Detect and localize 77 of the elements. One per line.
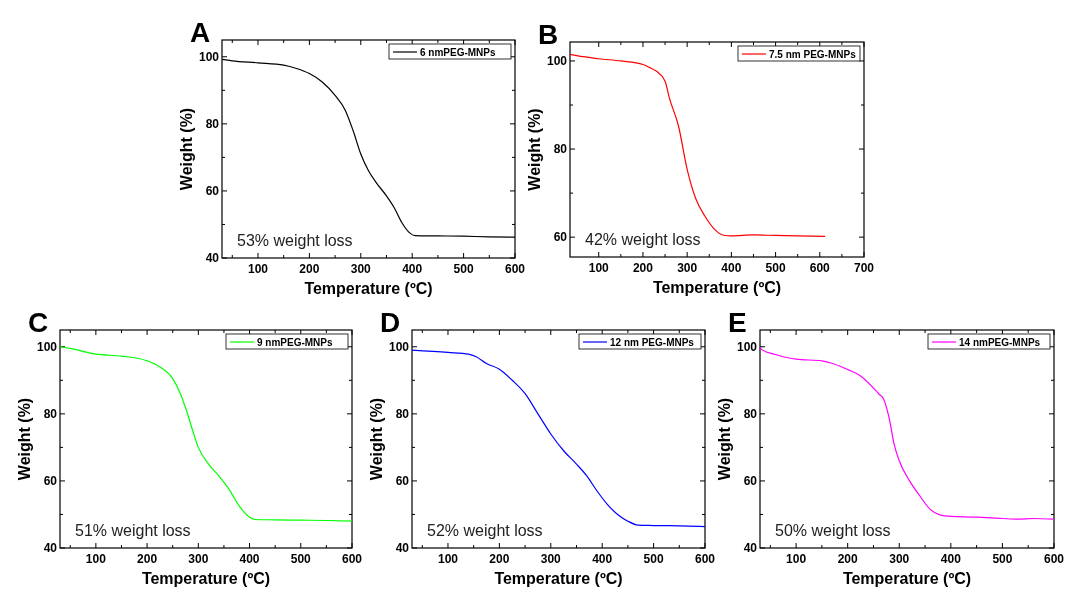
annotation: 42% weight loss (585, 231, 701, 248)
x-tick-label: 400 (402, 262, 423, 276)
x-axis-title: Temperature (ºC) (652, 279, 782, 296)
x-tick-label: 700 (853, 261, 875, 275)
y-tick-label: 80 (205, 116, 220, 131)
y-tick-label: 100 (546, 53, 568, 68)
x-tick-label: 300 (188, 552, 209, 566)
line-series (59, 346, 353, 522)
y-tick-label: 100 (36, 339, 58, 354)
annotation: 50% weight loss (775, 522, 891, 539)
x-tick-label: 500 (453, 262, 474, 276)
legend-label: 6 nmPEG-MNPs (420, 47, 497, 58)
x-tick-label: 100 (786, 552, 807, 566)
x-tick-label: 500 (765, 261, 786, 275)
x-tick-label: 400 (940, 552, 962, 566)
annotation: 53% weight loss (237, 232, 353, 249)
x-tick-label: 500 (290, 552, 312, 566)
x-tick-label: 300 (677, 261, 698, 275)
x-tick-label: 600 (504, 262, 526, 276)
legend-label: 7.5 nm PEG-MNPs (769, 49, 857, 60)
y-tick-label: 80 (743, 406, 758, 421)
x-tick-label: 300 (889, 552, 910, 566)
legend-label: 9 nmPEG-MNPs (257, 337, 334, 348)
y-tick-label: 80 (553, 142, 568, 157)
x-tick-label: 100 (85, 552, 107, 566)
x-tick-label: 600 (694, 552, 716, 566)
x-tick-label: 300 (540, 552, 562, 566)
chart-title: C (28, 307, 49, 338)
x-axis-title: Temperature (ºC) (141, 570, 271, 587)
y-tick-label: 60 (743, 473, 758, 488)
legend-label: 12 nm PEG-MNPs (610, 337, 695, 348)
x-tick-label: 600 (341, 552, 363, 566)
y-axis-title: Weight (%) (178, 107, 195, 191)
x-axis-title: Temperature (ºC) (842, 570, 972, 587)
annotation: 51% weight loss (75, 522, 191, 539)
x-tick-label: 500 (643, 552, 664, 566)
x-tick-label: 100 (437, 552, 459, 566)
y-axis-title: Weight (%) (16, 397, 33, 481)
legend-label: 14 nmPEG-MNPs (959, 337, 1041, 348)
y-tick-label: 60 (205, 183, 220, 198)
x-tick-label: 200 (489, 552, 510, 566)
x-tick-label: 400 (239, 552, 260, 566)
y-tick-label: 60 (553, 230, 568, 245)
y-tick-label: 100 (198, 49, 220, 64)
x-tick-label: 200 (137, 552, 158, 566)
x-tick-label: 600 (809, 261, 831, 275)
x-tick-label: 200 (632, 261, 654, 275)
x-tick-label: 600 (1043, 552, 1065, 566)
x-tick-label: 200 (299, 262, 320, 276)
y-tick-label: 40 (395, 541, 410, 555)
y-tick-label: 40 (43, 541, 58, 555)
y-tick-label: 60 (43, 473, 58, 488)
y-axis-title: Weight (%) (716, 397, 733, 481)
x-tick-label: 300 (350, 262, 372, 276)
chart-title: B (538, 19, 559, 50)
y-axis-title: Weight (%) (368, 397, 385, 481)
y-tick-label: 80 (43, 406, 58, 421)
y-tick-label: 100 (388, 339, 410, 354)
y-tick-label: 80 (395, 406, 410, 421)
x-tick-label: 100 (247, 262, 269, 276)
chart-title: D (380, 307, 401, 338)
y-tick-label: 40 (743, 541, 758, 555)
x-tick-label: 100 (588, 261, 610, 275)
x-tick-label: 400 (592, 552, 613, 566)
x-axis-title: Temperature (ºC) (494, 570, 623, 587)
y-tick-label: 100 (736, 339, 758, 354)
x-tick-label: 200 (837, 552, 859, 566)
x-axis-title: Temperature (ºC) (304, 280, 433, 297)
line-series (759, 346, 1055, 520)
x-tick-label: 500 (992, 552, 1013, 566)
chart-title: A (190, 17, 211, 48)
chart-title: E (728, 307, 747, 338)
x-tick-label: 400 (721, 261, 742, 275)
annotation: 52% weight loss (427, 522, 543, 539)
y-tick-label: 60 (395, 473, 410, 488)
y-axis-title: Weight (%) (526, 108, 543, 191)
y-tick-label: 40 (205, 251, 220, 265)
